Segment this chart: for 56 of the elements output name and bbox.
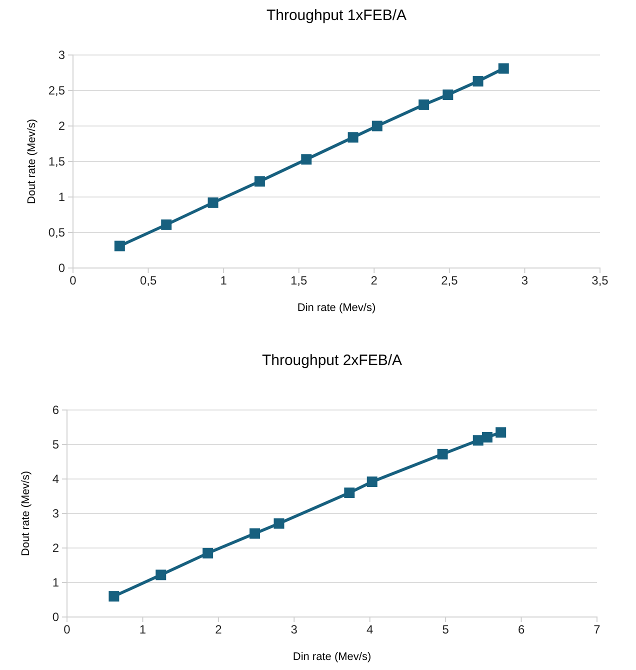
y-tick-label: 2 bbox=[58, 118, 66, 133]
x-tick-label: 5 bbox=[442, 622, 450, 637]
x-tick-label: 2,5 bbox=[441, 274, 458, 288]
x-tick-label: 1,5 bbox=[290, 274, 308, 288]
point bbox=[498, 63, 509, 74]
point bbox=[156, 570, 166, 580]
point bbox=[202, 548, 214, 558]
y-tick-label: 2,5 bbox=[48, 83, 66, 98]
x-tick-label: 0,5 bbox=[140, 274, 157, 288]
x-tick-label: 2 bbox=[370, 274, 378, 288]
x-tick-label: 3 bbox=[521, 274, 528, 288]
point bbox=[496, 427, 506, 438]
point bbox=[208, 197, 218, 208]
point bbox=[161, 219, 172, 230]
point bbox=[254, 176, 265, 187]
y-tick-label: 0 bbox=[52, 610, 60, 624]
x-tick-label: 6 bbox=[518, 622, 525, 637]
y-tick-label: 1,5 bbox=[48, 154, 66, 168]
y-tick-label: 3 bbox=[58, 48, 66, 62]
x-tick-label: 1 bbox=[220, 274, 228, 288]
y-tick-label: 6 bbox=[52, 402, 60, 417]
point bbox=[301, 154, 312, 165]
y-axis-title: Dout rate (Mev/s) bbox=[20, 471, 32, 556]
x-axis-title: Din rate (Mev/s) bbox=[292, 651, 372, 663]
point bbox=[274, 518, 284, 529]
x-tick-label: 1 bbox=[139, 622, 146, 637]
point bbox=[482, 432, 492, 442]
x-tick-label: 3,5 bbox=[592, 274, 609, 288]
x-tick-label: 7 bbox=[594, 622, 601, 637]
chart-title: Throughput 1xFEB/A bbox=[266, 7, 407, 24]
y-tick-label: 1 bbox=[58, 190, 66, 204]
point bbox=[372, 120, 382, 132]
point bbox=[437, 448, 448, 460]
point bbox=[344, 488, 355, 498]
chart-title: Throughput 2xFEB/A bbox=[262, 352, 402, 369]
point bbox=[348, 132, 358, 143]
x-tick-label: 2 bbox=[215, 622, 222, 637]
point bbox=[472, 76, 484, 87]
point bbox=[114, 240, 125, 252]
y-tick-label: 4 bbox=[52, 472, 60, 486]
y-tick-label: 0 bbox=[58, 260, 66, 275]
y-axis-title: Dout rate (Mev/s) bbox=[26, 119, 38, 204]
point bbox=[366, 476, 378, 488]
point bbox=[108, 591, 120, 602]
y-tick-label: 1 bbox=[52, 575, 60, 590]
y-tick-label: 3 bbox=[52, 506, 60, 520]
y-tick-label: 5 bbox=[52, 437, 60, 452]
point bbox=[250, 528, 260, 539]
x-tick-label: 4 bbox=[366, 622, 374, 637]
x-axis-title: Din rate (Mev/s) bbox=[297, 302, 376, 314]
y-tick-label: 0,5 bbox=[48, 225, 66, 240]
y-tick-label: 2 bbox=[52, 540, 60, 555]
x-tick-label: 3 bbox=[290, 622, 298, 637]
point bbox=[418, 99, 430, 110]
point bbox=[442, 90, 454, 100]
x-tick-label: 0 bbox=[70, 274, 77, 288]
